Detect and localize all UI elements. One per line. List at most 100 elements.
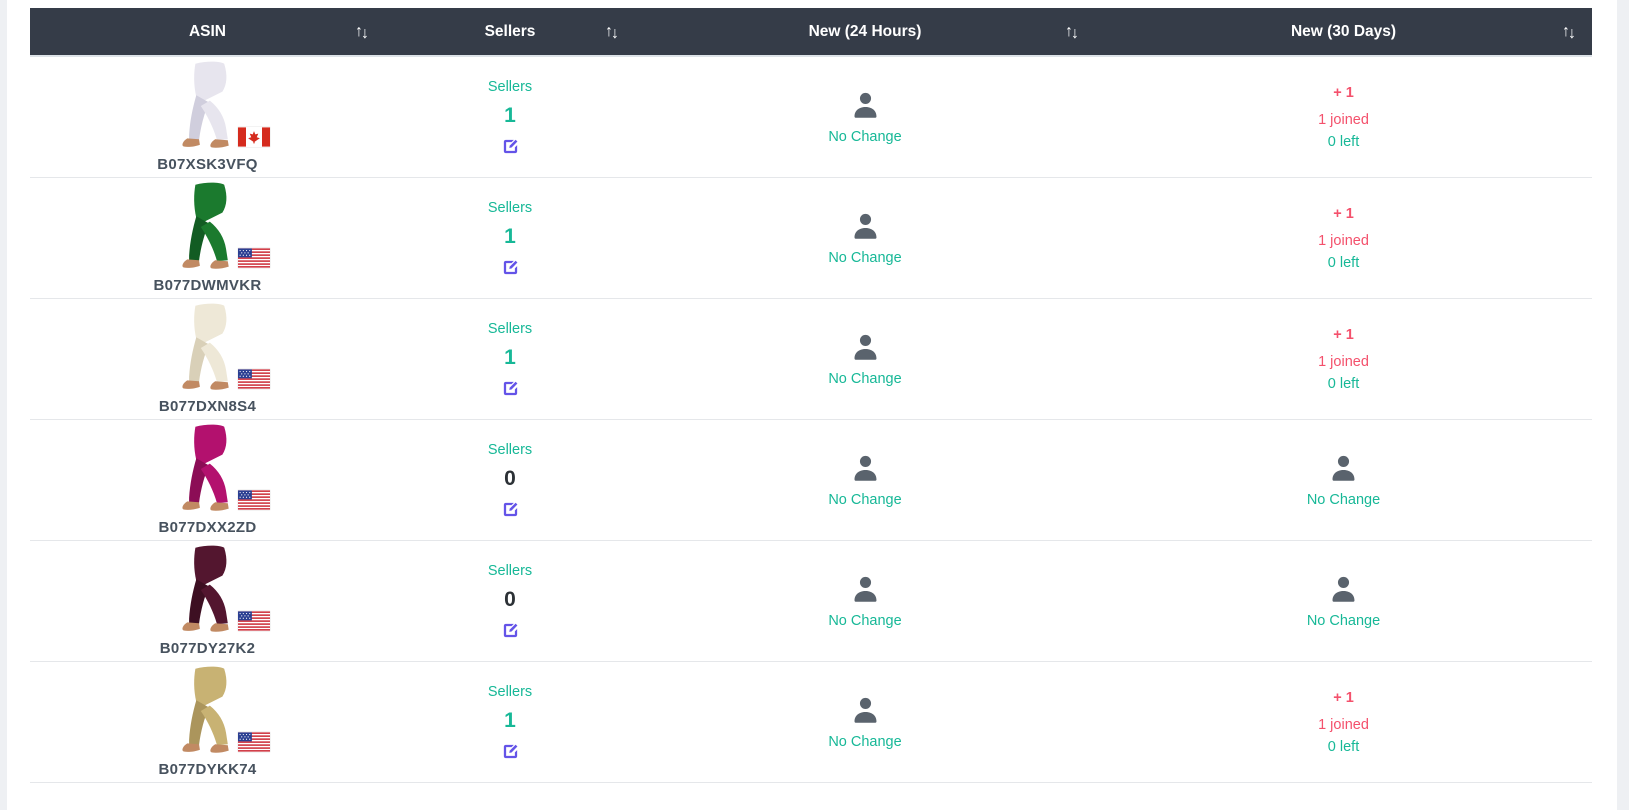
sort-icon[interactable]: ↑↓ xyxy=(605,22,619,42)
asin-tracking-table: ASIN ↑↓ Sellers ↑↓ New (24 Hours) ↑↓ New… xyxy=(30,8,1592,783)
status-text: No Change xyxy=(828,249,902,266)
sellers-label: Sellers xyxy=(487,78,533,95)
sellers-count: 1 xyxy=(504,708,516,732)
new-24h-cell: No Change xyxy=(635,178,1095,298)
new-24h-cell: No Change xyxy=(635,541,1095,661)
sellers-label: Sellers xyxy=(487,441,533,458)
edit-icon[interactable] xyxy=(501,379,520,398)
asin-code: B077DY27K2 xyxy=(159,640,256,657)
usa-flag-icon xyxy=(238,369,270,389)
sort-icon[interactable]: ↑↓ xyxy=(1562,22,1576,42)
edit-icon[interactable] xyxy=(501,500,520,519)
table-row: B077DXX2ZD Sellers 0 No Change No Change xyxy=(30,420,1592,541)
usa-flag-icon xyxy=(238,490,270,510)
product-image[interactable] xyxy=(160,666,256,756)
product-image[interactable] xyxy=(160,545,256,635)
column-header-asin[interactable]: ASIN ↑↓ xyxy=(30,8,385,55)
sellers-count: 0 xyxy=(504,466,516,490)
person-icon xyxy=(849,453,882,484)
asin-cell: B077DY27K2 xyxy=(30,541,385,661)
person-icon xyxy=(849,332,882,363)
joined-text: 1 joined xyxy=(1318,111,1369,128)
sellers-count: 1 xyxy=(504,103,516,127)
left-text: 0 left xyxy=(1327,133,1360,150)
asin-code: B077DYKK74 xyxy=(158,761,257,778)
table-row: B077DY27K2 Sellers 0 No Change No Change xyxy=(30,541,1592,662)
asin-code: B077DWMVKR xyxy=(153,277,262,294)
left-text: 0 left xyxy=(1327,738,1360,755)
status-text: No Change xyxy=(828,612,902,629)
new-30d-cell: + 1 1 joined 0 left xyxy=(1095,57,1592,177)
joined-text: 1 joined xyxy=(1318,232,1369,249)
sellers-label: Sellers xyxy=(487,199,533,216)
person-icon xyxy=(1327,574,1360,605)
column-header-sellers[interactable]: Sellers ↑↓ xyxy=(385,8,635,55)
asin-cell: B07XSK3VFQ xyxy=(30,57,385,177)
sellers-cell: Sellers 0 xyxy=(385,420,635,540)
column-header-new-30-days[interactable]: New (30 Days) ↑↓ xyxy=(1095,8,1592,55)
asin-code: B077DXX2ZD xyxy=(158,519,257,536)
new-30d-cell: + 1 1 joined 0 left xyxy=(1095,299,1592,419)
left-gutter xyxy=(0,0,7,810)
asin-code: B07XSK3VFQ xyxy=(157,156,258,173)
table-row: B077DWMVKR Sellers 1 No Change + 1 1 joi… xyxy=(30,178,1592,299)
product-image[interactable] xyxy=(160,182,256,272)
sort-icon[interactable]: ↑↓ xyxy=(355,22,369,42)
column-label: ASIN xyxy=(188,22,227,40)
new-30d-cell: No Change xyxy=(1095,541,1592,661)
product-image[interactable] xyxy=(160,61,256,151)
sellers-cell: Sellers 0 xyxy=(385,541,635,661)
person-icon xyxy=(1327,453,1360,484)
column-label: New (24 Hours) xyxy=(808,22,922,40)
new-30d-cell: + 1 1 joined 0 left xyxy=(1095,178,1592,298)
sellers-count: 1 xyxy=(504,345,516,369)
sellers-cell: Sellers 1 xyxy=(385,662,635,782)
left-text: 0 left xyxy=(1327,254,1360,271)
sellers-label: Sellers xyxy=(487,562,533,579)
product-image[interactable] xyxy=(160,424,256,514)
asin-cell: B077DYKK74 xyxy=(30,662,385,782)
sellers-cell: Sellers 1 xyxy=(385,57,635,177)
table-row: B077DYKK74 Sellers 1 No Change + 1 1 joi… xyxy=(30,662,1592,783)
new-24h-cell: No Change xyxy=(635,57,1095,177)
new-24h-cell: No Change xyxy=(635,420,1095,540)
product-image[interactable] xyxy=(160,303,256,393)
person-icon xyxy=(849,211,882,242)
sort-icon[interactable]: ↑↓ xyxy=(1065,22,1079,42)
delta-text: + 1 xyxy=(1333,84,1354,101)
new-30d-cell: No Change xyxy=(1095,420,1592,540)
sellers-count: 1 xyxy=(504,224,516,248)
status-text: No Change xyxy=(1306,612,1381,629)
person-icon xyxy=(849,574,882,605)
table-header: ASIN ↑↓ Sellers ↑↓ New (24 Hours) ↑↓ New… xyxy=(30,8,1592,57)
column-header-new-24-hours[interactable]: New (24 Hours) ↑↓ xyxy=(635,8,1095,55)
asin-cell: B077DWMVKR xyxy=(30,178,385,298)
status-text: No Change xyxy=(828,491,902,508)
status-text: No Change xyxy=(828,733,902,750)
edit-icon[interactable] xyxy=(501,258,520,277)
joined-text: 1 joined xyxy=(1318,716,1369,733)
person-icon xyxy=(849,695,882,726)
asin-cell: B077DXX2ZD xyxy=(30,420,385,540)
asin-code: B077DXN8S4 xyxy=(158,398,257,415)
new-24h-cell: No Change xyxy=(635,299,1095,419)
status-text: No Change xyxy=(1306,491,1381,508)
sellers-label: Sellers xyxy=(487,320,533,337)
sellers-label: Sellers xyxy=(487,683,533,700)
usa-flag-icon xyxy=(238,611,270,631)
status-text: No Change xyxy=(828,370,902,387)
edit-icon[interactable] xyxy=(501,742,520,761)
sellers-count: 0 xyxy=(504,587,516,611)
usa-flag-icon xyxy=(238,248,270,268)
left-text: 0 left xyxy=(1327,375,1360,392)
canada-flag-icon xyxy=(238,127,270,147)
asin-cell: B077DXN8S4 xyxy=(30,299,385,419)
edit-icon[interactable] xyxy=(501,137,520,156)
joined-text: 1 joined xyxy=(1318,353,1369,370)
right-scroll-gutter[interactable] xyxy=(1617,0,1629,810)
delta-text: + 1 xyxy=(1333,205,1354,222)
delta-text: + 1 xyxy=(1333,326,1354,343)
sellers-cell: Sellers 1 xyxy=(385,299,635,419)
edit-icon[interactable] xyxy=(501,621,520,640)
